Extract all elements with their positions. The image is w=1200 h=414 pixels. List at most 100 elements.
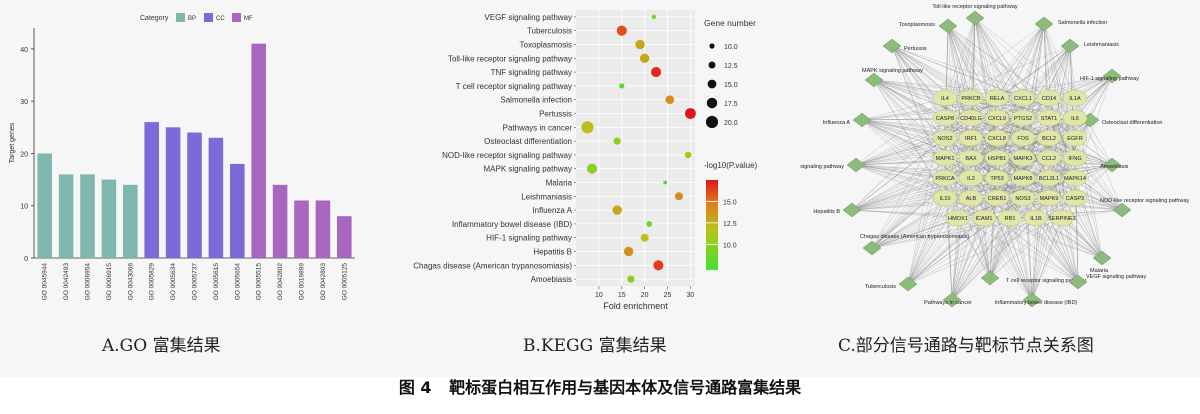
gene-node-label: SERPINE1 (1048, 216, 1076, 222)
size-legend-label: 20.0 (724, 120, 738, 127)
legend-swatch (204, 13, 213, 22)
network-edge (1048, 75, 1113, 139)
bar (187, 132, 202, 258)
network-edge (861, 119, 946, 159)
color-bar (706, 180, 718, 270)
network-edge (944, 17, 976, 99)
x-tick-label: GO 0006954 (85, 263, 92, 301)
gene-node (1010, 149, 1036, 167)
x-tick-label: 10 (595, 292, 603, 299)
pathway-label: Chagas disease (American trypanosomiasis… (413, 261, 572, 270)
size-legend-label: 10.0 (724, 44, 738, 51)
x-tick-label: GO 0043066 (127, 263, 134, 301)
go-bar-chart: Category BP CC MF 0 10 20 30 40 Target genes GO … (9, 13, 355, 301)
gene-node (958, 149, 984, 167)
bar (272, 184, 288, 258)
bar (230, 163, 245, 258)
gene-node (1036, 189, 1062, 207)
gene-node (1049, 209, 1075, 227)
pathway-node (1092, 250, 1112, 266)
pathway-node (862, 240, 882, 256)
gene-node-label: MAPK9 (1040, 196, 1059, 202)
gene-node (1036, 149, 1062, 167)
gene-node-label: ICAM1 (975, 216, 992, 222)
network-edge (947, 25, 1024, 159)
point (663, 180, 668, 185)
network-edge (944, 157, 959, 219)
gene-node (1062, 129, 1088, 147)
gene-node (958, 189, 984, 207)
color-bar-label: 15.0 (723, 199, 737, 206)
size-legend-label: 15.0 (724, 82, 738, 89)
gene-node (1036, 109, 1062, 127)
network-edge (1031, 217, 1037, 301)
network-edge (989, 217, 1011, 279)
network-edge (1048, 97, 1079, 283)
legend-label: BP (188, 16, 196, 22)
gene-node-label: CXCL9 (988, 116, 1006, 122)
gene-node-label: IL6 (1071, 116, 1079, 122)
gene-node-label: CXCL8 (988, 136, 1006, 142)
point (640, 233, 649, 242)
legend-title: Category (140, 15, 169, 22)
panel-a-caption: A.GO 富集结果 (102, 336, 221, 356)
plot-background (576, 10, 695, 286)
point (646, 220, 653, 227)
pathway-label: Tuberculosis (527, 27, 572, 36)
network-edge (871, 117, 946, 249)
pathway-label: Toll-like receptor signaling pathway (448, 54, 572, 63)
pathway-node-label: Toxoplasmosis (899, 22, 935, 28)
gene-node (932, 89, 958, 107)
y-axis-label: Target genes (9, 122, 16, 163)
pathway-node (1102, 68, 1122, 84)
x-tick-label: GO 0042802 (277, 263, 284, 301)
network-edge (974, 17, 1024, 99)
point (665, 95, 675, 105)
go-legend: Category BP CC MF (140, 13, 253, 22)
network-edge (855, 97, 946, 166)
point (674, 192, 683, 201)
gene-node-label: PRKCA (935, 176, 955, 182)
pathway-label: NOD-like receptor signaling pathway (442, 151, 572, 160)
gene-node-label: NOS3 (1015, 196, 1030, 202)
pathway-node-label: Chagas disease (American trypanosomiasis… (860, 234, 969, 240)
point (619, 83, 625, 89)
bar (337, 216, 352, 258)
network-edge (1074, 157, 1123, 211)
x-tick-label: 30 (687, 292, 695, 299)
kegg-x-axis: 10 15 20 25 30 Fold enrichment (595, 286, 694, 311)
gene-node-label: BCL2L1 (1039, 176, 1059, 182)
network-edge (951, 117, 998, 301)
network-edge (989, 217, 1063, 279)
network-edge (1035, 217, 1079, 283)
network-edge (996, 119, 1091, 179)
network-edge (1048, 45, 1071, 99)
pathway-node (942, 292, 962, 308)
pathway-node (1112, 202, 1132, 218)
pathway-node-label: T cell receptor signaling pathway (1006, 278, 1086, 284)
network-edge (891, 45, 1024, 119)
gene-node-label: TP53 (990, 176, 1003, 182)
network-edge (851, 137, 946, 211)
x-tick-label: GO 0005615 (213, 263, 220, 301)
x-tick-label: GO 0005829 (149, 263, 156, 301)
pathway-node (938, 18, 958, 34)
point (627, 275, 635, 283)
network-edge (957, 217, 1079, 283)
network-edge (1074, 197, 1103, 259)
panel-c-caption: C.部分信号通路与靶标节点关系图 (838, 336, 1094, 356)
network-edge (951, 157, 1024, 301)
figure-caption: 图 4 靶标蛋白相互作用与基因本体及信号通路富集结果 (0, 377, 1200, 414)
network-edge (974, 17, 1076, 99)
size-legend-title: Gene number (704, 18, 756, 28)
network-edge (855, 164, 946, 199)
gene-node-label: IFNG (1068, 156, 1081, 162)
network-edge (944, 17, 976, 199)
y-tick-label: 40 (20, 47, 28, 54)
legend-label: MF (244, 16, 253, 22)
pathway-node-label: Tuberculosis (865, 284, 896, 290)
pathway-node-label: Amoebiasis (1100, 164, 1129, 170)
gene-node-label: MAPK3 (1014, 156, 1033, 162)
network-edge (861, 119, 946, 139)
network-edge (1074, 117, 1113, 166)
